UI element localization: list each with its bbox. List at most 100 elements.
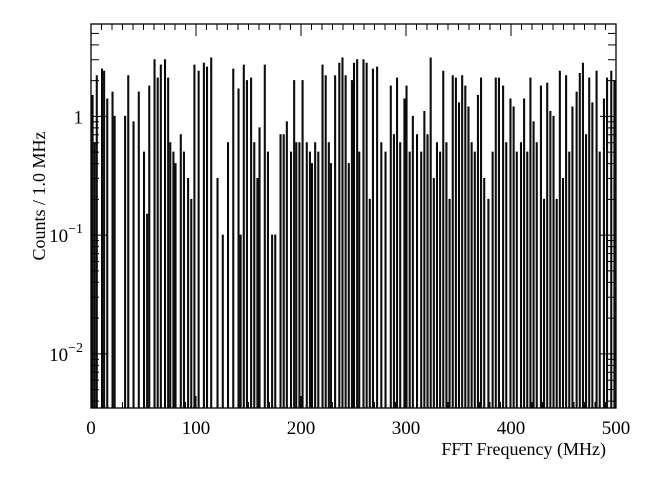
histogram-bin [344,75,347,408]
histogram-bin [290,151,293,408]
histogram-bin [416,134,419,408]
histogram-bin [182,151,185,408]
histogram-bin [232,68,235,408]
histogram-bin [396,77,399,408]
histogram-bin [405,85,408,408]
histogram-bin [124,115,127,408]
histogram-bin [535,142,538,408]
x-tick-label: 200 [287,418,316,439]
histogram-bin [392,134,395,408]
histogram-bin [282,134,285,408]
histogram-bin [103,70,106,408]
histogram-bin [295,142,298,408]
y-tick-label: 10−2 [49,341,83,366]
histogram-bin [432,177,435,408]
histogram-bin [334,75,337,408]
histogram-bin [164,59,167,408]
histogram-bin [448,198,451,408]
histogram-bin [578,72,581,408]
histogram-bin [426,134,429,408]
histogram-bin [193,64,196,408]
histogram-bin [210,57,213,408]
histogram-bin [311,163,314,408]
histogram-bin [179,134,182,408]
histogram-bin [429,57,432,408]
histogram-bin [258,127,261,408]
histogram-bin [509,98,512,408]
histogram-bin [190,198,193,408]
histogram-bin [494,77,497,408]
histogram-bin [442,70,445,408]
histogram-bin [279,134,282,408]
histogram-bin [301,80,304,408]
histogram-bin [285,121,288,408]
histogram-bin [581,62,584,408]
histogram-bin [558,70,561,408]
histogram-bin [480,77,483,408]
histogram-bin [399,142,402,408]
histogram-bin [329,163,332,408]
histogram-bin [167,77,170,408]
histogram-bin [543,198,546,408]
histogram-bin [461,75,464,408]
x-tick-label: 300 [392,418,421,439]
histogram-bin [187,177,190,408]
histogram-bin [591,102,594,408]
x-axis-ticks: 0 100 200 300 400 500 [86,24,630,439]
histogram-bins [91,57,616,408]
histogram-bin [350,80,353,408]
histogram-bin [347,163,350,408]
histogram-bin [293,80,296,408]
histogram-bin [263,64,266,408]
histogram-bin [127,75,130,408]
histogram-bin [113,115,116,408]
histogram-bin [239,234,242,408]
histogram-bin [305,142,308,408]
histogram-bin [221,234,224,408]
y-axis-ticks: 10−2 10−1 1 [49,23,616,402]
histogram-bin [487,198,490,408]
histogram-bin [546,82,549,408]
x-tick-label: 100 [182,418,211,439]
histogram-bin [237,88,240,408]
histogram-bin [470,142,473,408]
histogram-bin [253,142,256,408]
histogram-bin [137,91,140,408]
histogram-bin [106,98,109,408]
histogram-bin [148,85,151,408]
x-tick-label: 400 [497,418,526,439]
histogram-bin [552,115,555,408]
histogram-bin [561,177,564,408]
histogram-bin [571,106,574,408]
histogram-bin [111,91,114,408]
histogram-bin [384,151,387,408]
histogram-bin [555,198,558,408]
histogram-bin [271,234,274,408]
histogram-bin [169,142,172,408]
histogram-bin [153,59,156,408]
histogram-bin [529,77,532,408]
histogram-bin [371,68,374,408]
histogram-bin [376,66,379,408]
histogram-bin [606,77,609,408]
y-tick-label: 10−1 [49,222,83,247]
histogram-bin [242,64,245,408]
y-axis-title: Counts / 1.0 MHz [29,131,49,260]
histogram-bin [256,177,259,408]
histogram-bin [483,177,486,408]
histogram-bin [324,75,327,408]
histogram-bin [439,151,442,408]
histogram-bin [568,151,571,408]
histogram-bin [298,142,301,408]
x-tick-label: 0 [86,418,96,439]
histogram-bin [502,85,505,408]
histogram-bin [172,151,175,408]
y-tick-label: 1 [74,107,84,128]
histogram-bin [321,64,324,408]
histogram-bin [327,142,330,408]
histogram-bin [515,151,518,408]
histogram-bin [353,62,356,408]
histogram-bin [505,142,508,408]
histogram-bin [156,77,159,408]
